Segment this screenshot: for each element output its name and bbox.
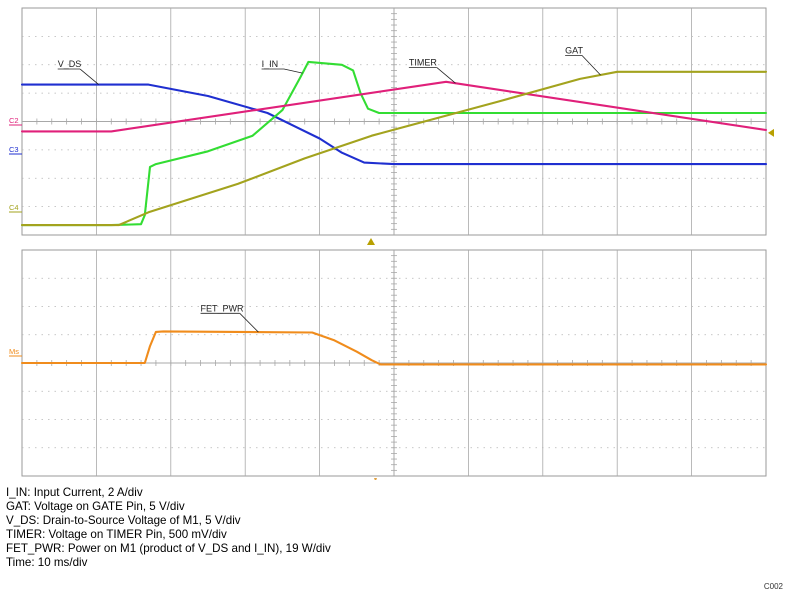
trace-fet-pwr [20,330,768,366]
trace-label-timer: TIMER [409,58,437,68]
label-leader-line [79,68,99,85]
legend-line-timer: TIMER: Voltage on TIMER Pin, 500 mV/div [6,528,227,542]
figure-legend: I_IN: Input Current, 2 A/div GAT: Voltag… [6,486,331,571]
channel-marker-ms: Ms [9,347,19,356]
channel-marker-c4: C4 [9,203,19,212]
trigger-level-marker [768,128,774,137]
trace-label-v-ds: V_DS [58,59,82,69]
trace-i-in [20,60,768,227]
legend-line-i-in: I_IN: Input Current, 2 A/div [6,486,143,499]
label-leader-line [239,313,259,333]
trace-gat [20,70,768,227]
oscilloscope-figure: V_DS I_IN TIMER GAT C2 C3 C4 FET_PWR Ms [9,7,774,480]
trigger-position-marker [367,238,375,245]
legend-line-gat: GAT: Voltage on GATE Pin, 5 V/div [6,500,185,514]
trace-timer [20,80,768,133]
trace-label-i-in: I_IN [262,59,279,69]
figure-id: C002 [763,582,783,591]
channel-marker-c3: C3 [9,145,19,154]
bottom-scope-panel: FET_PWR Ms [9,249,768,480]
legend-line-time: Time: 10 ms/div [6,556,88,570]
trigger-position-marker [374,478,377,480]
channel-marker-c2: C2 [9,116,19,125]
label-leader-line [581,55,601,76]
label-leader-line [283,68,303,74]
trace-label-fet-pwr: FET_PWR [201,303,245,313]
label-leader-line [436,67,456,84]
top-scope-panel: V_DS I_IN TIMER GAT C2 C3 C4 [9,7,774,245]
trace-label-gat: GAT [565,45,583,55]
trace-v-ds [20,83,768,166]
legend-line-v-ds: V_DS: Drain-to-Source Voltage of M1, 5 V… [6,514,241,528]
legend-line-fet-pwr: FET_PWR: Power on M1 (product of V_DS an… [6,542,331,556]
